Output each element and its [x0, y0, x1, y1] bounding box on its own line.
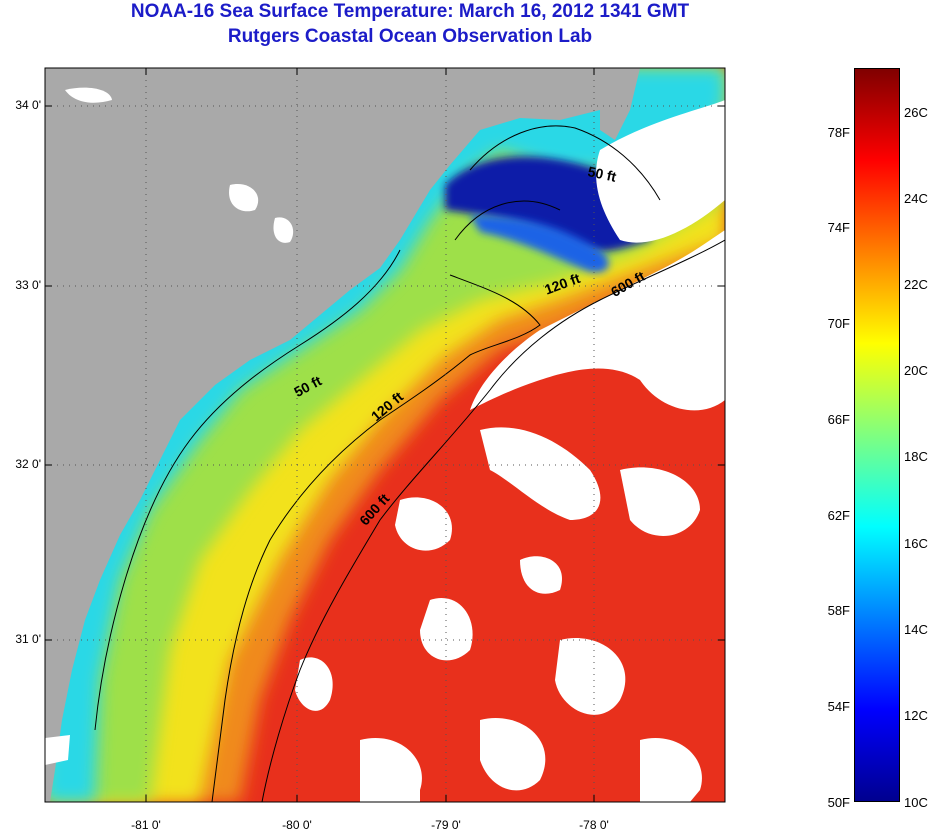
contour-120ft — [211, 274, 541, 802]
colorbar-f-label: 58F — [827, 603, 850, 618]
x-tick-label: -81 0' — [131, 818, 161, 832]
colorbar-c-label: 24C — [904, 191, 928, 206]
colorbar-c-label: 14C — [904, 622, 928, 637]
colorbar-f-label: 54F — [827, 699, 850, 714]
x-tick-label: -78 0' — [579, 818, 609, 832]
map-subtitle: Rutgers Coastal Ocean Observation Lab — [227, 26, 593, 47]
cloud-cover — [45, 87, 725, 802]
map-area — [45, 68, 725, 802]
colorbar-c-label: 12C — [904, 708, 928, 723]
x-tick-label: -79 0' — [431, 818, 461, 832]
colorbar-c-label: 16C — [904, 536, 928, 551]
colorbar-c-label: 20C — [904, 363, 928, 378]
colorbar-f-label: 78F — [827, 125, 850, 140]
map-title: NOAA-16 Sea Surface Temperature: March 1… — [130, 1, 690, 22]
colorbar-f-label: 62F — [827, 508, 850, 523]
colorbar-c-label: 26C — [904, 105, 928, 120]
colorbar-f-label: 66F — [827, 412, 850, 427]
y-tick-label: 34 0' — [15, 98, 41, 112]
colorbar-c-label: 22C — [904, 277, 928, 292]
land-mass — [45, 68, 600, 802]
contour-50ft-north — [469, 125, 661, 201]
temperature-colorbar — [854, 68, 900, 802]
map-grid — [45, 68, 725, 802]
axis-ticks — [45, 68, 725, 802]
colorbar-f-label: 74F — [827, 220, 850, 235]
contour-50ft-south — [94, 249, 401, 731]
colorbar-f-label: 50F — [827, 795, 850, 810]
y-tick-label: 31 0' — [15, 632, 41, 646]
y-tick-label: 32 0' — [15, 457, 41, 471]
colorbar-c-label: 18C — [904, 449, 928, 464]
y-tick-label: 33 0' — [15, 278, 41, 292]
contour-600ft — [261, 239, 725, 802]
colorbar-c-label: 10C — [904, 795, 928, 810]
bathymetry-contours — [94, 125, 725, 802]
map-frame — [44, 67, 726, 803]
x-tick-label: -80 0' — [282, 818, 312, 832]
colorbar-f-label: 70F — [827, 316, 850, 331]
